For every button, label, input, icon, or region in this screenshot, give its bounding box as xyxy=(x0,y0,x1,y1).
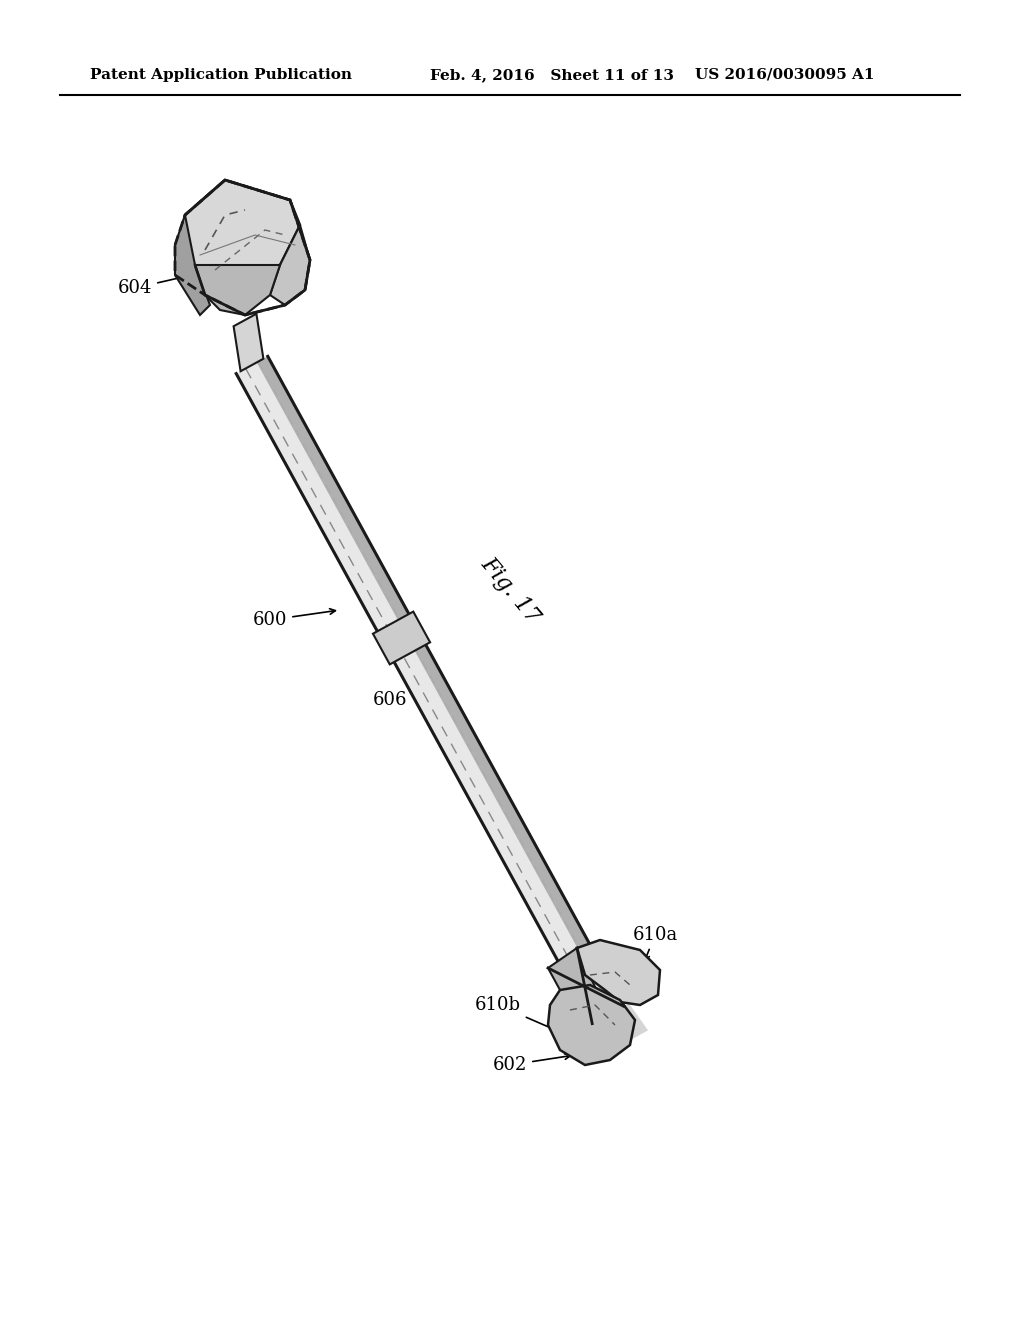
Text: Patent Application Publication: Patent Application Publication xyxy=(90,69,352,82)
Polygon shape xyxy=(548,985,635,1065)
Text: 610a: 610a xyxy=(633,927,678,961)
Text: Feb. 4, 2016   Sheet 11 of 13: Feb. 4, 2016 Sheet 11 of 13 xyxy=(430,69,674,82)
Polygon shape xyxy=(233,314,263,371)
Text: 610b: 610b xyxy=(475,997,586,1044)
Polygon shape xyxy=(270,224,310,305)
Polygon shape xyxy=(180,180,300,290)
Polygon shape xyxy=(175,215,210,315)
Text: 606: 606 xyxy=(373,690,408,709)
Text: 604: 604 xyxy=(118,272,201,297)
Polygon shape xyxy=(195,265,280,315)
Polygon shape xyxy=(577,940,660,1005)
Polygon shape xyxy=(587,1003,648,1053)
Text: Fig. 17: Fig. 17 xyxy=(476,553,544,627)
Polygon shape xyxy=(257,356,624,1012)
Text: 600: 600 xyxy=(253,609,336,630)
Polygon shape xyxy=(373,611,430,664)
Text: US 2016/0030095 A1: US 2016/0030095 A1 xyxy=(695,69,874,82)
Polygon shape xyxy=(237,356,624,1023)
Polygon shape xyxy=(548,948,608,1015)
Text: 602: 602 xyxy=(493,1053,570,1074)
